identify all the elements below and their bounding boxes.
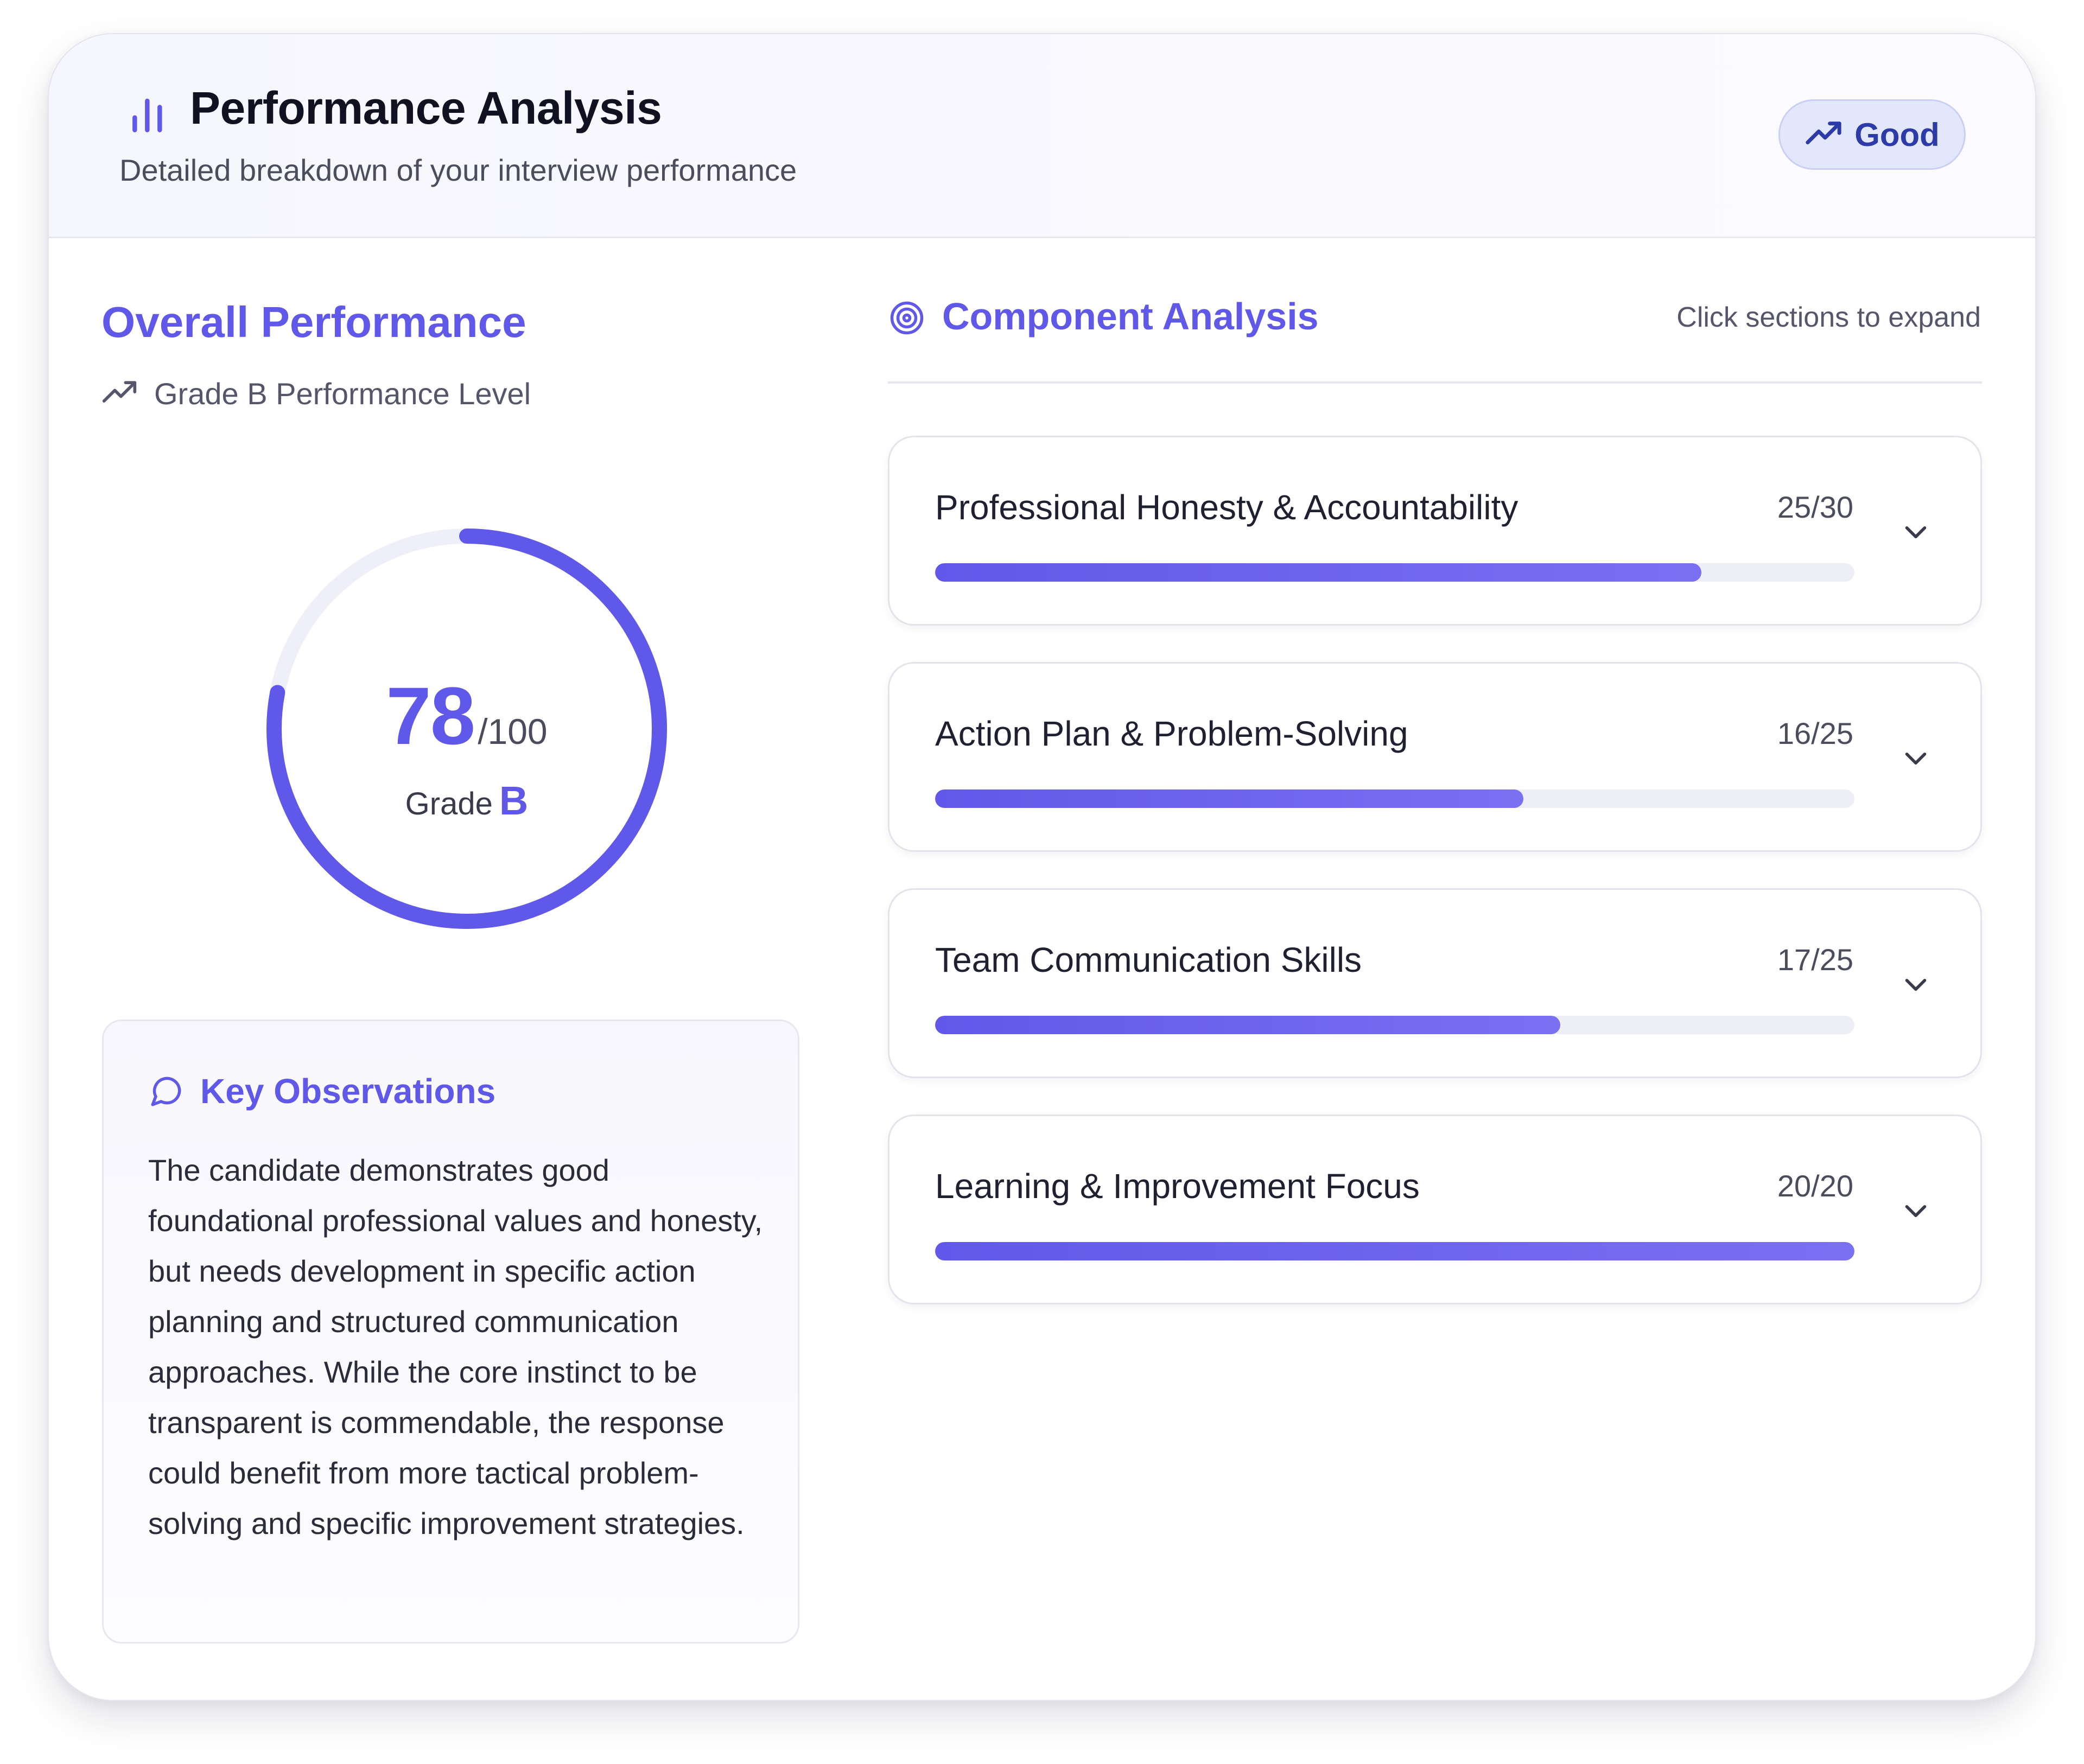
expand-hint: Click sections to expand bbox=[1676, 302, 1981, 333]
component-score: 25/30 bbox=[1777, 490, 1853, 524]
divider bbox=[888, 381, 1982, 384]
score-number: 78 bbox=[386, 670, 475, 761]
key-observations-text: The candidate demonstrates good foundati… bbox=[148, 1153, 763, 1540]
progress-bar-fill bbox=[935, 563, 1701, 582]
component-card[interactable]: Professional Honesty & Accountability 25… bbox=[888, 436, 1982, 626]
chevron-down-icon[interactable] bbox=[1898, 967, 1934, 1003]
score-ring bbox=[266, 528, 667, 929]
progress-bar-fill bbox=[935, 1016, 1560, 1034]
chevron-down-icon[interactable] bbox=[1898, 741, 1934, 776]
component-name: Professional Honesty & Accountability bbox=[935, 488, 1518, 527]
grade-line: Grade B bbox=[250, 778, 684, 824]
progress-bar bbox=[935, 1242, 1854, 1260]
target-icon bbox=[890, 301, 924, 335]
trending-up-icon bbox=[102, 381, 137, 403]
component-name: Team Communication Skills bbox=[935, 940, 1362, 979]
page-title: Performance Analysis bbox=[190, 82, 662, 133]
component-name: Learning & Improvement Focus bbox=[935, 1167, 1420, 1206]
performance-status-badge: Good bbox=[1778, 99, 1966, 170]
score-gauge: 78/100 Grade B bbox=[250, 512, 684, 946]
key-observations-panel: Key Observations The candidate demonstra… bbox=[102, 1020, 799, 1644]
page-subtitle: Detailed breakdown of your interview per… bbox=[119, 153, 797, 187]
grade-letter: B bbox=[499, 778, 529, 823]
chevron-down-icon[interactable] bbox=[1898, 1193, 1934, 1229]
message-circle-icon bbox=[151, 1077, 181, 1106]
bar-chart-icon bbox=[132, 98, 162, 132]
component-card[interactable]: Action Plan & Problem-Solving 16/25 bbox=[888, 662, 1982, 852]
performance-analysis-card: Performance Analysis Detailed breakdown … bbox=[48, 33, 2036, 1701]
trending-up-icon bbox=[1806, 122, 1841, 145]
progress-bar bbox=[935, 789, 1854, 808]
component-name: Action Plan & Problem-Solving bbox=[935, 714, 1408, 753]
key-observations-header: Key Observations bbox=[148, 1071, 495, 1111]
progress-bar-fill bbox=[935, 1242, 1854, 1260]
overall-performance-title: Overall Performance bbox=[101, 298, 526, 346]
component-score: 17/25 bbox=[1777, 943, 1853, 977]
component-score: 16/25 bbox=[1777, 716, 1853, 750]
card-header: Performance Analysis Detailed breakdown … bbox=[49, 34, 2035, 238]
grade-label: Grade bbox=[405, 786, 493, 821]
score-ring-progress bbox=[266, 528, 667, 929]
progress-bar-fill bbox=[935, 789, 1524, 808]
chevron-down-icon[interactable] bbox=[1898, 514, 1934, 550]
grade-level-line: Grade B Performance Level bbox=[101, 375, 531, 412]
component-card[interactable]: Learning & Improvement Focus 20/20 bbox=[888, 1115, 1982, 1304]
component-analysis-title: Component Analysis bbox=[942, 295, 1319, 337]
progress-bar bbox=[935, 563, 1854, 582]
key-observations-title: Key Observations bbox=[200, 1072, 496, 1111]
grade-level-text: Grade B Performance Level bbox=[154, 376, 531, 411]
badge-label: Good bbox=[1854, 116, 1940, 153]
score-max: /100 bbox=[478, 711, 548, 752]
component-card[interactable]: Team Communication Skills 17/25 bbox=[888, 888, 1982, 1078]
component-score: 20/20 bbox=[1777, 1169, 1853, 1203]
progress-bar bbox=[935, 1016, 1854, 1034]
score-value: 78/100 bbox=[250, 669, 684, 763]
